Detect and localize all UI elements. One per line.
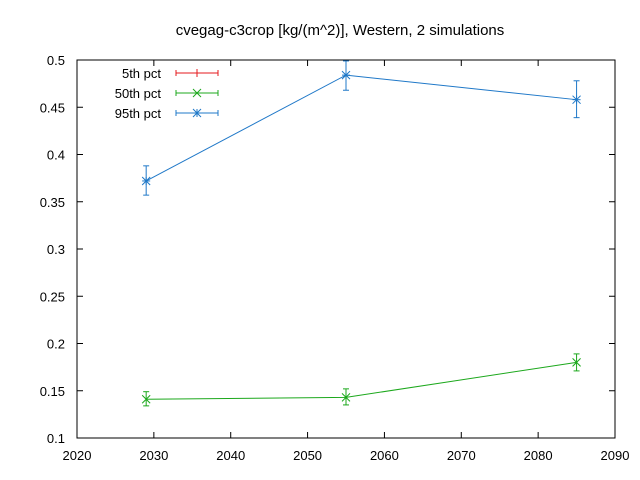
legend-label-95th-pct: 95th pct <box>115 106 162 121</box>
x-tick-label: 2020 <box>63 448 92 463</box>
y-tick-label: 0.4 <box>47 148 65 163</box>
data-point-95th-pct <box>141 176 151 186</box>
data-point-50th-pct <box>341 393 351 402</box>
y-tick-label: 0.1 <box>47 431 65 446</box>
y-tick-label: 0.45 <box>40 100 65 115</box>
data-point-50th-pct <box>572 358 581 367</box>
x-tick-label: 2080 <box>524 448 553 463</box>
y-tick-label: 0.2 <box>47 337 65 352</box>
legend: 5th pct 50th pct 95th pct <box>115 66 219 121</box>
legend-marker-95th-pct <box>192 108 202 118</box>
legend-marker-50th-pct <box>192 88 202 98</box>
legend-label-50th-pct: 50th pct <box>115 86 162 101</box>
x-tick-label: 2060 <box>370 448 399 463</box>
data-point-50th-pct <box>141 394 151 404</box>
legend-label-5th-pct: 5th pct <box>122 66 161 81</box>
series-line-50th-pct <box>146 361 577 400</box>
y-tick-label: 0.25 <box>40 289 65 304</box>
chart-title: cvegag-c3crop [kg/(m^2)], Western, 2 sim… <box>176 22 505 39</box>
x-tick-label: 2050 <box>293 448 322 463</box>
x-tick-label: 2090 <box>601 448 630 463</box>
y-tick-label: 0.15 <box>40 384 65 399</box>
x-tick-label: 2030 <box>139 448 168 463</box>
legend-marker-5th-pct <box>193 69 201 77</box>
plot-area: 2020 2030 2040 2050 2060 2070 2080 2090 0.1 0.15 0… <box>40 53 630 463</box>
x-tick-label: 2040 <box>216 448 245 463</box>
data-point-95th-pct <box>572 95 581 105</box>
data-point-95th-pct <box>341 70 351 80</box>
series-line-95th-pct <box>145 74 577 182</box>
y-tick-label: 0.35 <box>40 195 65 210</box>
x-tick-label: 2070 <box>447 448 476 463</box>
y-tick-label: 0.5 <box>47 53 65 68</box>
y-tick-label: 0.3 <box>47 242 65 257</box>
